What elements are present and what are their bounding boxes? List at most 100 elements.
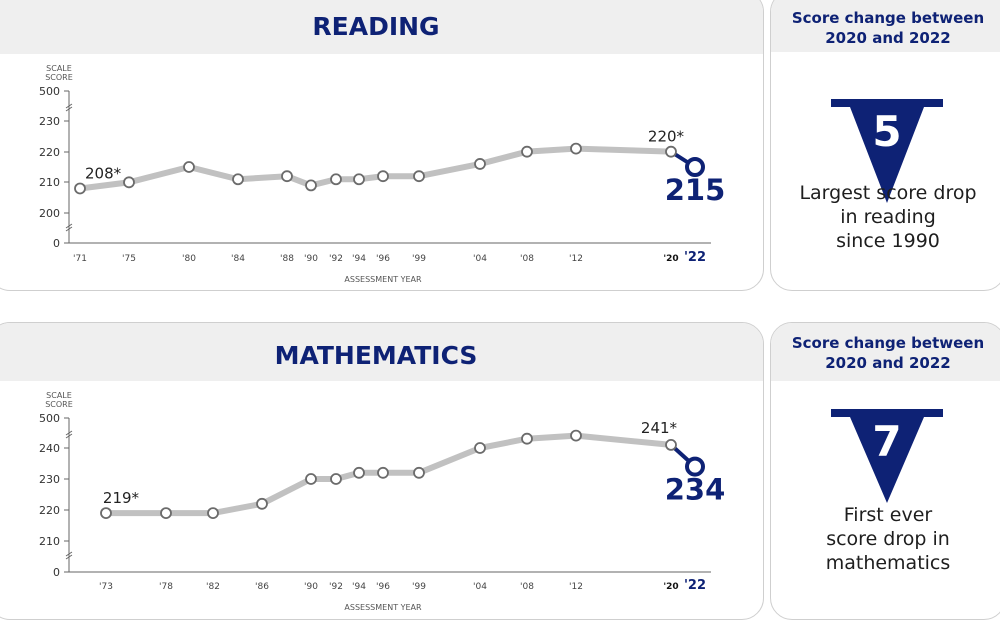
down-arrow-icon (831, 99, 943, 203)
math-data-point (474, 442, 486, 454)
math-chart-title: MATHEMATICS (274, 340, 478, 370)
math-x-tick-label: '82 (206, 582, 220, 592)
math-x-tick-label: '90 (304, 582, 318, 592)
reading-x-tick-label: '88 (280, 254, 294, 264)
reading-data-point (570, 142, 582, 155)
reading-chart-title: READING (312, 12, 440, 41)
reading-drop-line-1: Largest score drop (799, 182, 977, 204)
reading-data-point (281, 170, 293, 183)
math-data-point (160, 507, 172, 520)
math-y-tick-label: 230 (39, 473, 60, 486)
math-data-point (330, 473, 342, 485)
math-data-point (100, 507, 112, 520)
math-drop-description: First ever score drop in mathematics (771, 503, 1000, 575)
reading-score-change-title: Score change between 2020 and 2022 (791, 8, 985, 47)
reading-x-tick-label: '22 (684, 250, 706, 265)
reading-x-tick-label: '99 (412, 254, 426, 264)
math-data-point (521, 432, 533, 445)
math-x-tick-label: '92 (329, 582, 343, 592)
math-y-tick-label: 240 (39, 442, 60, 455)
reading-y-axis-label-line-1: SCALE (46, 64, 72, 73)
reading-data-point (353, 173, 365, 186)
reading-y-tick-label: 0 (53, 237, 60, 250)
math-x-tick-label: '22 (684, 578, 706, 593)
reading-x-tick-label: '20 (663, 254, 678, 264)
math-drop-line-2: score drop in (826, 528, 950, 550)
reading-axis-break-mark (65, 223, 73, 232)
reading-drop-line-3: since 1990 (836, 230, 940, 252)
math-y-tick-label: 0 (53, 566, 60, 579)
reading-data-label: 208* (85, 164, 122, 182)
reading-data-point (474, 158, 486, 170)
math-data-point (207, 507, 219, 520)
math-data-point (256, 497, 268, 510)
math-data-label: 234 (665, 473, 726, 507)
math-y-axis-label-line-1: SCALE (46, 391, 72, 400)
math-data-point-2022 (685, 456, 705, 477)
reading-data-point (377, 170, 389, 183)
reading-y-tick-label: 220 (39, 146, 60, 159)
reading-y-tick-label: 210 (39, 176, 60, 189)
math-x-tick-label: '96 (376, 582, 390, 592)
reading-data-point (330, 173, 342, 186)
reading-x-axis-title: ASSESSMENT YEAR (344, 275, 422, 284)
math-x-tick-label: '78 (159, 582, 173, 592)
math-drop-value: 7 (872, 417, 902, 466)
math-x-tick-label: '08 (520, 582, 534, 592)
reading-x-tick-label: '92 (329, 254, 343, 264)
math-chart-header: MATHEMATICS (0, 323, 763, 381)
reading-drop-value: 5 (872, 107, 902, 156)
down-arrow-icon (831, 409, 943, 503)
reading-data-point (123, 176, 135, 189)
math-y-axis-label-line-2: SCORE (45, 400, 73, 409)
reading-series-line (77, 145, 674, 192)
math-score-change-panel: Score change between 2020 and 2022 7 Fir… (770, 322, 1000, 620)
math-chart-panel: MATHEMATICS SCALE SCORE 0 210 220 230 240 500 '7… (0, 322, 764, 620)
reading-axis-break-mark (65, 103, 73, 112)
math-x-tick-label: '86 (255, 582, 269, 592)
math-data-point (570, 429, 582, 442)
reading-data-point (183, 161, 195, 173)
math-x-tick-label: '20 (663, 582, 678, 592)
reading-data-point-2022 (685, 157, 705, 177)
reading-data-point (305, 179, 317, 192)
reading-y-tick-label: 200 (39, 207, 60, 220)
reading-data-point (521, 145, 533, 158)
reading-data-point (665, 145, 677, 158)
reading-y-tick-label: 230 (39, 115, 60, 128)
math-x-tick-label: '99 (412, 582, 426, 592)
reading-drop-line-2: in reading (840, 206, 936, 228)
reading-y-axis-label-line-2: SCORE (45, 73, 73, 82)
reading-y-tick-label: 500 (39, 85, 60, 98)
reading-x-tick-label: '12 (569, 254, 583, 264)
reading-data-label: 220* (648, 128, 685, 146)
math-drop-line-3: mathematics (825, 552, 951, 574)
math-data-point (305, 473, 317, 485)
reading-x-tick-label: '08 (520, 254, 534, 264)
math-x-tick-label: '94 (352, 582, 366, 592)
math-y-tick-label: 500 (39, 412, 60, 425)
reading-x-tick-label: '80 (182, 254, 196, 264)
math-data-point (413, 466, 425, 479)
reading-chart-header: READING (0, 0, 763, 54)
reading-x-tick-label: '04 (473, 254, 487, 264)
reading-drop-description: Largest score drop in reading since 1990 (771, 181, 1000, 253)
math-x-tick-label: '12 (569, 582, 583, 592)
math-data-point (353, 466, 365, 479)
reading-data-point (413, 170, 425, 183)
math-data-point (377, 466, 389, 479)
reading-data-point (74, 182, 86, 195)
reading-x-tick-label: '84 (231, 254, 245, 264)
reading-x-tick-label: '75 (122, 254, 136, 264)
reading-x-tick-label: '90 (304, 254, 318, 264)
math-y-tick-label: 210 (39, 535, 60, 548)
reading-chart-panel: READING SCALE SCORE 0 200 210 220 230 500 '71 '75… (0, 0, 764, 291)
reading-x-tick-label: '94 (352, 254, 366, 264)
reading-x-tick-label: '96 (376, 254, 390, 264)
reading-down-arrow: 5 (831, 99, 943, 203)
math-down-arrow: 7 (831, 409, 943, 513)
math-score-change-header: Score change between 2020 and 2022 (771, 323, 1000, 381)
math-axis-break-mark (65, 430, 73, 439)
